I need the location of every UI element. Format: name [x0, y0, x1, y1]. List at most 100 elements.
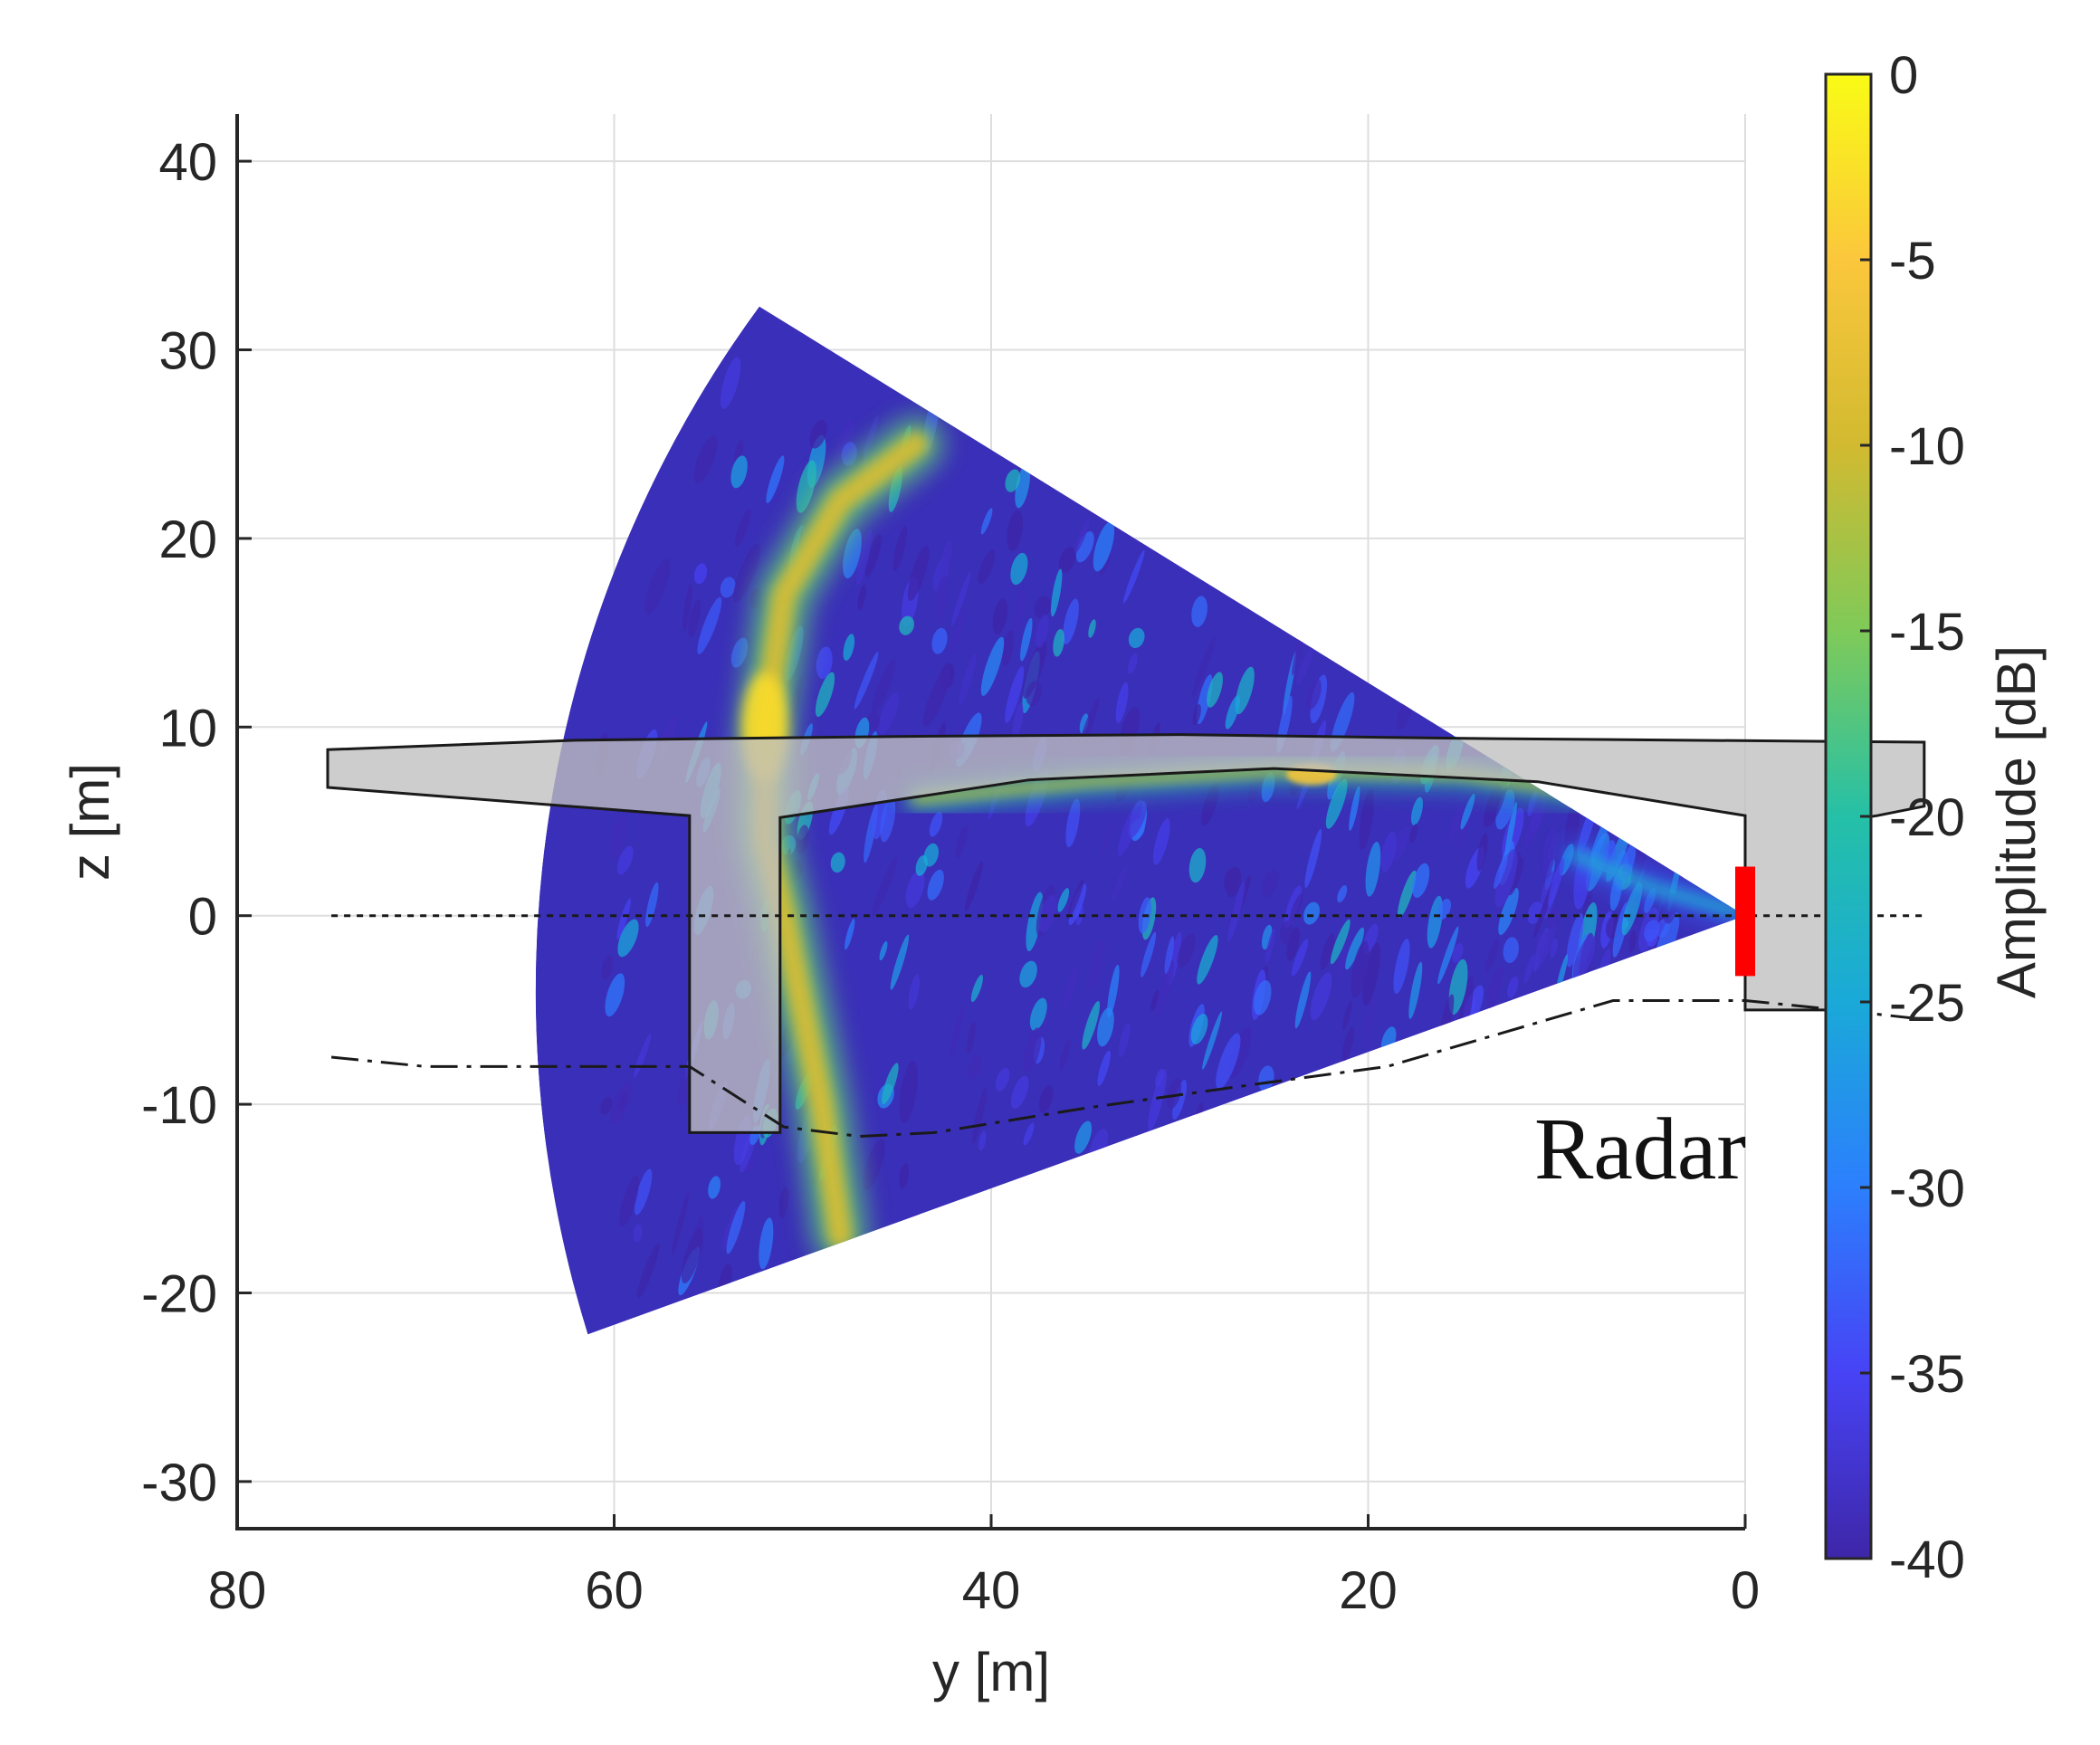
speckle-blob [1093, 521, 1115, 572]
speckle-blob [1262, 868, 1279, 898]
speckle-blob [866, 711, 881, 731]
colorbar-tick-label: 0 [1889, 46, 1918, 105]
speckle-blob [1337, 885, 1348, 903]
speckle-blob [730, 637, 749, 668]
speckle-blob [1100, 822, 1114, 858]
speckle-blob [972, 1087, 988, 1144]
speckle-blob [1123, 549, 1145, 604]
speckle-blob [835, 418, 854, 463]
speckle-blob [688, 599, 702, 638]
speckle-blob [778, 1187, 789, 1219]
speckle-blob [1341, 1026, 1354, 1062]
speckle-blob [1034, 596, 1052, 619]
x-tick-label: 60 [585, 1561, 644, 1620]
speckle-blob [905, 870, 925, 909]
speckle-blob [1039, 894, 1057, 933]
speckle-blob [1065, 798, 1081, 848]
x-tick-label: 40 [962, 1561, 1021, 1620]
speckle-blob [1362, 942, 1380, 1006]
speckle-blob [693, 563, 708, 585]
speckle-blob [708, 1176, 721, 1199]
speckle-blob [734, 509, 751, 548]
speckle-blob [992, 598, 1008, 635]
y-tick-label: 40 [158, 133, 217, 192]
speckle-blob [955, 825, 968, 859]
speckle-blob [964, 861, 984, 912]
speckle-blob [734, 440, 744, 464]
colorbar-tick-label: -10 [1889, 417, 1965, 476]
speckle-blob [1141, 931, 1157, 977]
speckle-blob [1494, 854, 1508, 890]
speckle-blob [1010, 552, 1028, 586]
speckle-blob [796, 825, 809, 854]
speckle-blob [1087, 938, 1105, 992]
speckle-blob [940, 540, 952, 579]
speckle-blob [927, 869, 944, 901]
speckle-blob [1320, 933, 1335, 970]
speckle-blob [1303, 901, 1320, 925]
speckle-blob [980, 636, 1005, 696]
reference-line [330, 999, 1924, 1139]
speckle-blob [1150, 989, 1160, 1012]
speckle-blob [1192, 703, 1201, 726]
speckle-blob [1330, 919, 1351, 965]
colorbar-tick-label: -20 [1889, 788, 1965, 847]
speckle-blob [609, 815, 627, 860]
speckle-blob [899, 615, 914, 635]
speckle-blob [951, 571, 971, 626]
speckle-blob [1156, 959, 1174, 1020]
speckle-blob [864, 533, 882, 577]
speckle-blob [601, 955, 614, 980]
speckle-blob [890, 934, 910, 990]
speckle-blob [1128, 627, 1145, 649]
speckle-blob [978, 1130, 987, 1151]
speckle-blob [950, 1006, 964, 1060]
speckle-blob [1127, 653, 1138, 674]
speckle-blob [1409, 824, 1418, 844]
speckle-blob [1392, 825, 1410, 862]
y-tick-label: -20 [141, 1265, 217, 1324]
radar-annotation: Radar [1534, 1101, 1746, 1198]
speckle-blob [809, 419, 827, 449]
x-axis-label: y [m] [932, 1642, 1050, 1702]
speckle-blob [1289, 893, 1303, 923]
speckle-blob [1051, 568, 1063, 617]
speckle-blob [880, 796, 896, 843]
y-tick-label: 0 [188, 888, 217, 947]
speckle-blob [634, 1168, 653, 1216]
reference-lines [330, 914, 1924, 1139]
speckle-blob [968, 1054, 983, 1080]
speckle-blob [1398, 870, 1417, 918]
speckle-blob [1216, 1033, 1241, 1090]
speckle-blob [682, 584, 692, 632]
speckle-blob [1155, 1068, 1164, 1088]
speckle-blob [892, 525, 908, 572]
speckle-blob [619, 1175, 640, 1227]
speckle-blob [908, 974, 920, 1010]
radar-image-sector [535, 306, 1745, 1335]
speckle-blob [1166, 1077, 1182, 1110]
y-tick-label: -10 [141, 1076, 217, 1135]
speckle-blob [1097, 1050, 1111, 1086]
speckle-blob [1342, 1000, 1352, 1031]
colorbar-tick-label: -40 [1889, 1530, 1965, 1589]
speckle-blob [1224, 867, 1240, 892]
speckle-blob [857, 584, 866, 611]
speckle-blob [1005, 666, 1025, 723]
speckle-blob [1336, 934, 1352, 978]
speckle-blob [1486, 965, 1503, 1009]
speckle-blob [1191, 637, 1216, 697]
speckle-blob [1118, 1023, 1131, 1058]
speckle-blob [1107, 964, 1120, 1018]
speckle-blob [1059, 1038, 1072, 1072]
speckle-blob [1066, 879, 1084, 920]
speckle-blob [1460, 793, 1475, 830]
speckle-blob [929, 812, 943, 837]
speckle-blob [1074, 1120, 1093, 1154]
speckle-blob [1074, 518, 1090, 554]
speckle-blob [1548, 858, 1565, 908]
speckle-blob [845, 919, 855, 950]
speckle-blob [1082, 1000, 1101, 1050]
speckle-blob [1508, 858, 1524, 896]
speckle-blob [899, 1061, 918, 1124]
